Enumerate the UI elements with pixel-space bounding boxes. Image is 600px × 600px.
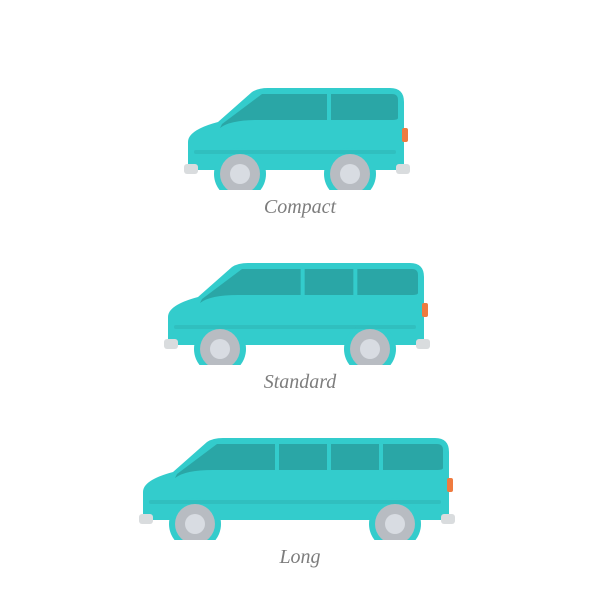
van-standard: Standard — [0, 245, 600, 394]
van-icon — [135, 420, 465, 540]
van-icon — [160, 245, 440, 365]
van-compact: Compact — [0, 70, 600, 219]
van-icon — [180, 70, 420, 190]
van-label-compact: Compact — [0, 196, 600, 219]
van-long: Long — [0, 420, 600, 569]
van-label-standard: Standard — [0, 371, 600, 394]
van-label-long: Long — [0, 546, 600, 569]
